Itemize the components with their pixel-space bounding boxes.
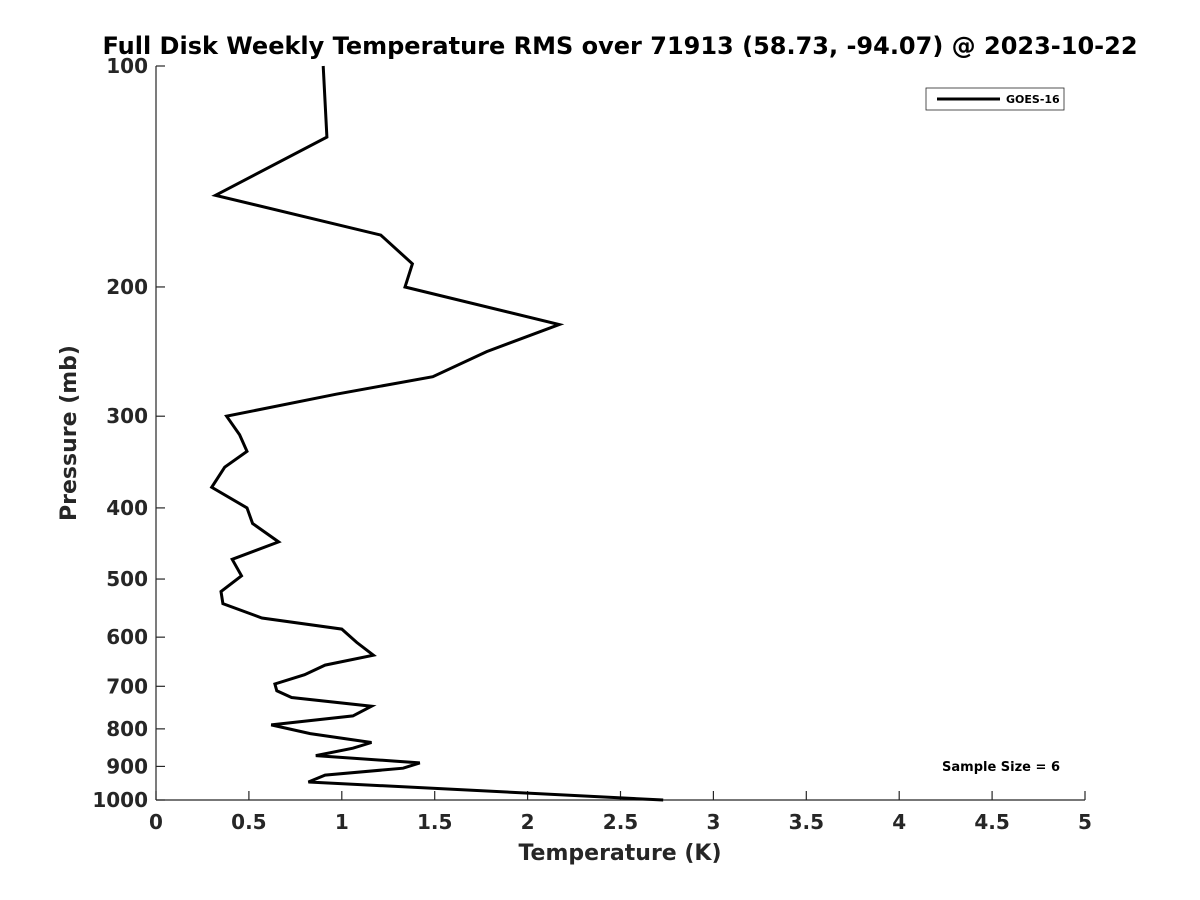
y-tick-label: 600 bbox=[106, 625, 148, 649]
y-tick-label: 1000 bbox=[92, 788, 148, 812]
y-tick-label: 800 bbox=[106, 717, 148, 741]
x-tick-label: 0.5 bbox=[231, 810, 266, 834]
x-tick-label: 5 bbox=[1078, 810, 1092, 834]
y-tick-label: 700 bbox=[106, 674, 148, 698]
y-tick-label: 400 bbox=[106, 496, 148, 520]
x-axis-label: Temperature (K) bbox=[518, 841, 721, 866]
series-layer bbox=[209, 65, 664, 802]
sample-size-annotation: Sample Size = 6 bbox=[942, 760, 1060, 775]
x-tick-label: 3 bbox=[706, 810, 720, 834]
x-tick-label: 2.5 bbox=[603, 810, 638, 834]
legend-label: GOES-16 bbox=[1006, 93, 1060, 106]
x-axis-ticks: 0 0.5 1 1.5 2 2.5 3 3.5 4 4.5 5 bbox=[149, 791, 1092, 834]
x-tick-label: 0 bbox=[149, 810, 163, 834]
chart-title: Full Disk Weekly Temperature RMS over 71… bbox=[102, 32, 1137, 60]
x-tick-label: 4.5 bbox=[974, 810, 1009, 834]
y-tick-label: 200 bbox=[106, 275, 148, 299]
x-tick-label: 2 bbox=[521, 810, 535, 834]
y-axis-ticks: 100 200 300 400 500 600 700 800 900 1000 bbox=[92, 54, 165, 812]
y-tick-label: 900 bbox=[106, 754, 148, 778]
y-axis-label: Pressure (mb) bbox=[57, 345, 82, 521]
y-tick-label: 300 bbox=[106, 404, 148, 428]
legend: GOES-16 bbox=[925, 87, 1065, 111]
y-tick-label: 500 bbox=[106, 567, 148, 591]
x-tick-label: 3.5 bbox=[789, 810, 824, 834]
x-tick-label: 1.5 bbox=[417, 810, 452, 834]
x-tick-label: 1 bbox=[335, 810, 349, 834]
y-tick-label: 100 bbox=[106, 54, 148, 78]
series-line-goes-16 bbox=[209, 65, 664, 802]
x-tick-label: 4 bbox=[892, 810, 906, 834]
